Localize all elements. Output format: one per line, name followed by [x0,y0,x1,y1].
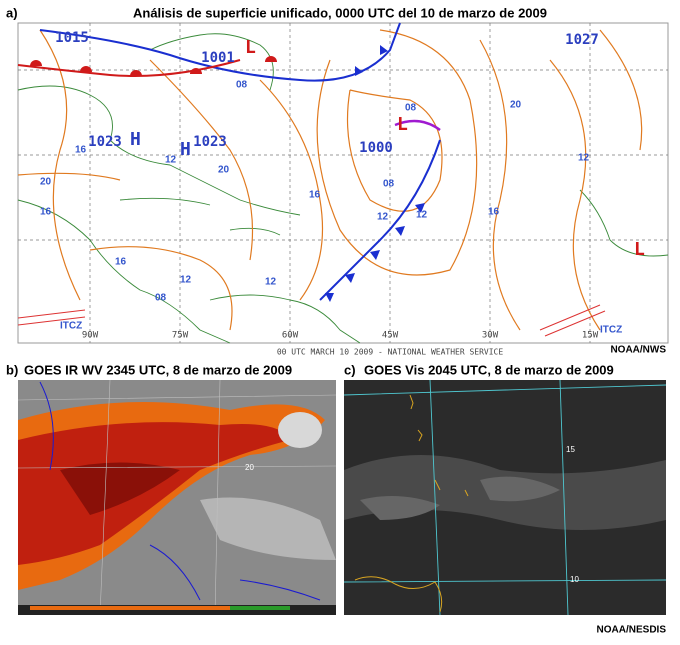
isobars [17,29,643,331]
isobar-label: 08 [405,103,417,114]
credit: NOAA/NESDIS [597,625,667,636]
panel-title: GOES IR WV 2345 UTC, 8 de marzo de 2009 [24,362,292,377]
low-center: L [245,37,256,58]
map-footer: 00 UTC MARCH 10 2009 - NATIONAL WEATHER … [277,348,504,357]
latitude-label: 15 [566,445,575,454]
longitude-label: 75W [172,331,189,341]
isobar-label: 12 [180,275,192,286]
isobar-label: 16 [75,145,87,156]
isobar-label: 12 [578,153,590,164]
pressure-label: 1023 [88,134,122,150]
isobar-label: 16 [309,190,321,201]
pressure-label: 1015 [55,30,89,46]
map-frame [17,22,669,344]
isobar-label: 08 [155,293,167,304]
high-center: H [180,139,191,160]
longitude-label: 60W [282,331,299,341]
panel-letter: c) [344,362,356,377]
credit: NOAA/NWS [610,345,666,356]
longitude-label: 30W [482,331,499,341]
itcz-label: ITCZ [60,321,82,332]
panel-letter: a) [6,5,18,20]
low-center: L [634,239,645,260]
longitude-label: 45W [382,331,399,341]
longitude-label: 90W [82,331,99,341]
itcz-bands [17,304,606,337]
itcz-label: ITCZ [600,325,622,336]
isobar-label: 12 [265,277,277,288]
isobar-label: 16 [40,207,52,218]
isobar-label: 08 [383,179,395,190]
water-vapor-image [17,379,337,616]
panel-letter: b) [6,362,18,377]
grid [18,23,668,343]
warm-front [17,56,441,132]
panel-title: Análisis de superficie unificado, 0000 U… [133,5,547,20]
pressure-label: 1027 [565,32,599,48]
isobar-label: 20 [218,165,230,176]
coastlines [17,33,669,344]
low-center: L [397,114,408,135]
latitude-label: 20 [245,463,254,472]
cold-front [39,22,441,302]
isobar-label: 16 [488,207,500,218]
pressure-label: 1001 [201,50,235,66]
high-center: H [130,129,141,150]
isobar-label: 08 [236,80,248,91]
surface-map: 1015 1001 1027 1023 1023 1000 H H L L L … [17,22,669,344]
isobar-label: 12 [416,210,428,221]
longitude-label: 15W [582,331,599,341]
visible-image [343,379,667,616]
latitude-label: 10 [570,575,579,584]
pressure-label: 1023 [193,134,227,150]
isobar-label: 12 [377,212,389,223]
pressure-label: 1000 [359,140,393,156]
isobar-label: 20 [510,100,522,111]
isobar-label: 12 [165,155,177,166]
panel-title: GOES Vis 2045 UTC, 8 de marzo de 2009 [364,362,614,377]
isobar-label: 20 [40,177,52,188]
isobar-label: 16 [115,257,127,268]
